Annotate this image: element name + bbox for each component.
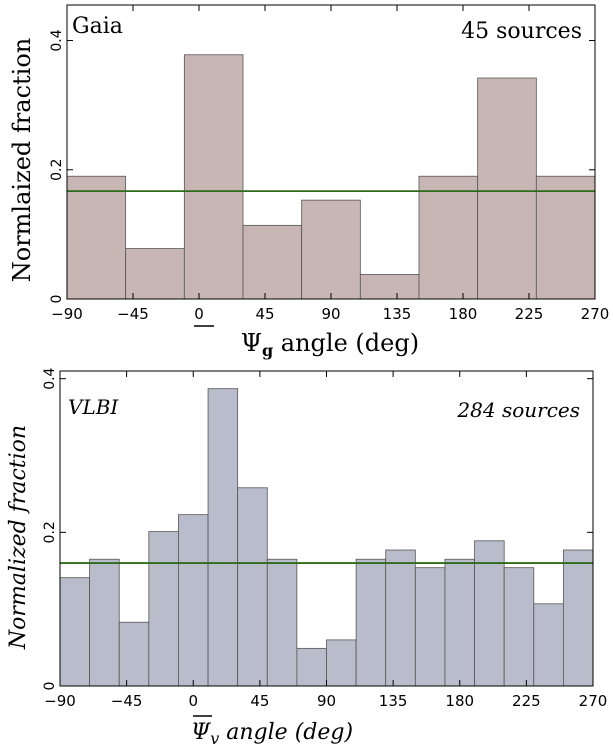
gaia-bars	[66, 54, 596, 300]
bot-ytick-label-2: 0.4	[42, 367, 58, 389]
bot-bar-2	[118, 621, 150, 687]
gaia-histogram-panel: −90 −45 0 45 90 135 180 225 270 0 0.2 0.4 Gaia 45 …	[8, 4, 609, 360]
bot-xtick-label-6: 180	[445, 692, 474, 710]
top-xtick-label-6: 180	[449, 305, 478, 323]
vlbi-y-ticks: 0 0.2 0.4	[42, 367, 593, 690]
bot-bar-13	[444, 558, 475, 687]
bot-bar-0	[59, 577, 91, 687]
bot-bar-5	[207, 388, 239, 687]
bot-xtick-label-2: 0	[188, 692, 198, 710]
top-xtick-label-5: 135	[383, 305, 412, 323]
top-ytick-label-1: 0.2	[49, 159, 65, 181]
bot-xtick-label-7: 225	[512, 692, 541, 710]
bot-ytick-label-0: 0	[42, 682, 58, 691]
top-bar-6	[418, 175, 479, 300]
gaia-x-axis-symbol: Ψ	[241, 329, 262, 357]
bot-bar-10	[355, 558, 387, 687]
bot-xtick-label-4: 90	[317, 692, 336, 710]
top-xtick-label-7: 225	[515, 305, 544, 323]
bot-xtick-label-3: 45	[250, 692, 269, 710]
bot-bar-14	[474, 540, 505, 687]
gaia-x-axis-label: Ψg angle (deg)	[194, 325, 419, 360]
top-bar-3	[242, 224, 303, 300]
vlbi-x-axis-text: angle (deg)	[219, 720, 353, 745]
vlbi-source-count: 284 sources	[456, 398, 580, 422]
vlbi-corner-label: VLBI	[68, 395, 119, 419]
gaia-x-ticks: −90 −45 0 45 90 135 180 225 270	[51, 5, 609, 323]
gaia-source-count: 45 sources	[461, 19, 582, 44]
gaia-y-ticks: 0 0.2 0.4	[49, 29, 595, 303]
bot-bar-17	[562, 549, 594, 687]
top-bar-5	[359, 274, 420, 300]
bot-bar-9	[326, 639, 357, 687]
bot-bar-15	[503, 567, 535, 687]
gaia-x-axis-subscript: g	[262, 341, 273, 360]
vlbi-histogram-panel: −90 −45 0 45 90 135 180 225 270 0 0.2 0.4 VLBI 284…	[6, 367, 607, 746]
top-xtick-label-1: −45	[117, 305, 149, 323]
svg-text:Ψg angle (deg): Ψg angle (deg)	[241, 329, 419, 360]
bot-bar-11	[385, 549, 416, 687]
bot-bar-8	[296, 647, 327, 687]
top-xtick-label-8: 270	[581, 305, 610, 323]
bot-bar-7	[266, 558, 298, 687]
top-bar-8	[535, 175, 596, 300]
bot-xtick-label-1: −45	[111, 692, 143, 710]
top-xtick-label-2: 0	[194, 305, 204, 323]
gaia-y-axis-label: Normlaized fraction	[8, 38, 36, 283]
bot-bar-3	[148, 531, 179, 687]
top-ytick-label-2: 0.4	[49, 29, 65, 51]
vlbi-x-axis-label: Ψv angle (deg)	[191, 715, 353, 746]
top-xtick-label-0: −90	[51, 305, 83, 323]
top-bar-7	[477, 77, 537, 300]
bot-ytick-label-1: 0.2	[42, 521, 58, 543]
bot-bar-12	[414, 567, 446, 687]
bot-bar-16	[533, 603, 564, 687]
top-bar-1	[125, 248, 185, 300]
bot-bar-6	[237, 487, 268, 687]
top-xtick-label-3: 45	[255, 305, 274, 323]
vlbi-x-axis-subscript: v	[210, 729, 219, 746]
top-bar-2	[183, 54, 244, 300]
vlbi-x-axis-symbol: Ψ	[191, 720, 211, 745]
top-ytick-label-0: 0	[49, 295, 65, 304]
bot-bar-4	[178, 514, 209, 687]
gaia-x-axis-text: angle (deg)	[273, 329, 419, 357]
vlbi-x-ticks: −90 −45 0 45 90 135 180 225 270	[44, 371, 607, 710]
bot-xtick-label-0: −90	[44, 692, 76, 710]
bot-xtick-label-8: 270	[579, 692, 608, 710]
vlbi-bars	[59, 388, 594, 687]
gaia-corner-label: Gaia	[72, 14, 123, 39]
top-bar-0	[66, 175, 127, 300]
svg-text:Ψv angle (deg): Ψv angle (deg)	[191, 720, 353, 746]
top-bar-4	[301, 199, 361, 300]
bot-xtick-label-5: 135	[379, 692, 408, 710]
top-xtick-label-4: 90	[321, 305, 340, 323]
vlbi-y-axis-label: Normalized fraction	[6, 425, 31, 650]
bot-bar-1	[89, 558, 120, 687]
